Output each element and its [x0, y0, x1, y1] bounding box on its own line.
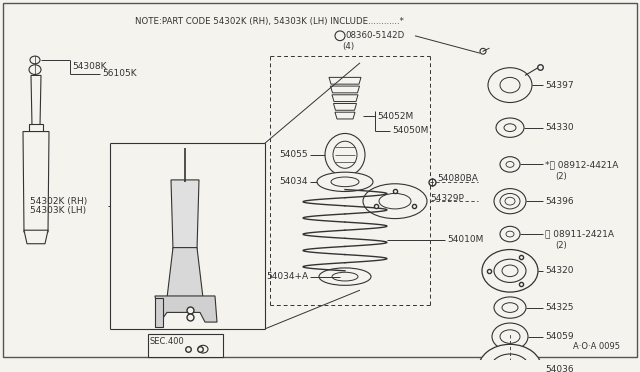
Polygon shape [171, 180, 199, 250]
Ellipse shape [492, 323, 528, 350]
Ellipse shape [335, 31, 345, 41]
Text: A·O·A 0095: A·O·A 0095 [573, 342, 620, 351]
Ellipse shape [500, 193, 520, 209]
Ellipse shape [478, 344, 542, 372]
Text: 54036: 54036 [545, 365, 573, 372]
Polygon shape [29, 124, 43, 134]
Text: 54397: 54397 [545, 81, 573, 90]
Ellipse shape [502, 265, 518, 277]
Text: 08360-5142D: 08360-5142D [345, 31, 404, 40]
Ellipse shape [488, 68, 532, 103]
Polygon shape [167, 248, 203, 298]
Ellipse shape [331, 177, 359, 187]
Ellipse shape [496, 118, 524, 137]
Text: 54329P: 54329P [430, 194, 464, 203]
Ellipse shape [500, 77, 520, 93]
Ellipse shape [500, 330, 520, 343]
Polygon shape [333, 103, 356, 110]
Text: 54010M: 54010M [447, 235, 483, 244]
Ellipse shape [29, 65, 41, 74]
Ellipse shape [482, 250, 538, 292]
Ellipse shape [494, 189, 526, 214]
Polygon shape [335, 112, 355, 119]
Ellipse shape [506, 231, 514, 237]
Polygon shape [23, 132, 49, 232]
Polygon shape [155, 296, 217, 322]
Polygon shape [155, 298, 163, 327]
Ellipse shape [319, 268, 371, 285]
Ellipse shape [500, 362, 520, 372]
Text: 54320: 54320 [545, 266, 573, 275]
Ellipse shape [332, 272, 358, 281]
Polygon shape [24, 230, 48, 244]
Ellipse shape [500, 157, 520, 172]
Text: 54034+A: 54034+A [266, 272, 308, 281]
Ellipse shape [500, 226, 520, 242]
Text: 54055: 54055 [280, 150, 308, 159]
Text: 54059: 54059 [545, 332, 573, 341]
Text: 54052M: 54052M [377, 112, 413, 121]
Ellipse shape [506, 161, 514, 167]
Ellipse shape [505, 197, 515, 205]
Ellipse shape [198, 345, 208, 353]
Text: NOTE:PART CODE 54302K (RH), 54303K (LH) INCLUDE............*: NOTE:PART CODE 54302K (RH), 54303K (LH) … [135, 17, 404, 26]
Polygon shape [329, 77, 361, 84]
Ellipse shape [502, 303, 518, 312]
Text: 54303K (LH): 54303K (LH) [30, 206, 86, 215]
Text: 54080BA: 54080BA [437, 174, 478, 183]
Text: 54330: 54330 [545, 123, 573, 132]
Ellipse shape [504, 124, 516, 132]
Text: (2): (2) [555, 241, 567, 250]
Ellipse shape [333, 141, 357, 168]
Polygon shape [332, 95, 358, 102]
Ellipse shape [494, 259, 526, 282]
Ellipse shape [379, 193, 411, 209]
Text: 54302K (RH): 54302K (RH) [30, 197, 87, 206]
Polygon shape [330, 86, 360, 93]
Ellipse shape [490, 354, 530, 372]
Text: 54308K: 54308K [72, 62, 106, 71]
Text: 56105K: 56105K [102, 69, 136, 78]
Text: 54034: 54034 [280, 177, 308, 186]
Text: Ⓝ 08911-2421A: Ⓝ 08911-2421A [545, 230, 614, 238]
Text: *Ⓝ 08912-4421A: *Ⓝ 08912-4421A [545, 160, 618, 169]
FancyBboxPatch shape [148, 334, 223, 357]
Text: 54325: 54325 [545, 303, 573, 312]
Ellipse shape [494, 297, 526, 318]
Polygon shape [31, 76, 41, 126]
Text: 54396: 54396 [545, 197, 573, 206]
Text: (2): (2) [555, 171, 567, 180]
Ellipse shape [325, 134, 365, 176]
Text: 54050M: 54050M [392, 126, 428, 135]
Ellipse shape [480, 48, 486, 54]
Ellipse shape [30, 56, 40, 64]
Text: SEC.400: SEC.400 [150, 337, 185, 346]
Text: (4): (4) [342, 42, 354, 51]
Ellipse shape [363, 184, 427, 219]
Ellipse shape [317, 172, 373, 192]
